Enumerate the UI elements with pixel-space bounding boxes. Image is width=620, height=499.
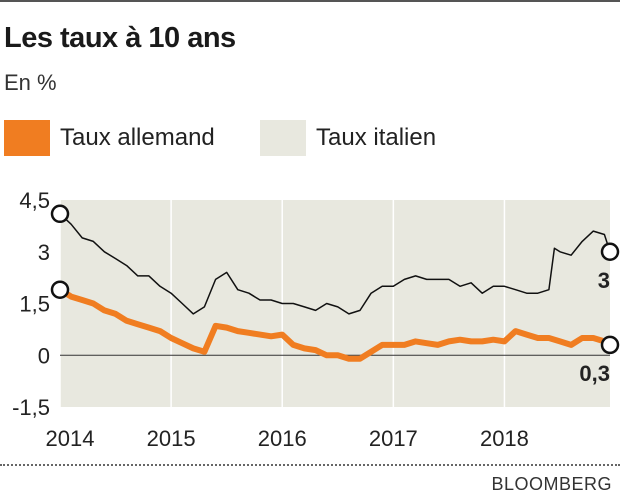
series-line-german (57, 286, 613, 362)
y-tick-label: 1,5 (19, 292, 50, 317)
legend-swatch-german (4, 120, 50, 156)
x-tick-label: 2015 (147, 426, 196, 451)
top-rule (0, 0, 620, 2)
plot-background (60, 200, 610, 407)
legend-item-italian: Taux italien (260, 118, 436, 158)
y-tick-label: 3 (38, 240, 50, 265)
end-value-label: 3 (598, 268, 610, 293)
start-marker-italian (50, 204, 70, 224)
legend-label-italian: Taux italien (316, 124, 437, 151)
y-tick-label: 4,5 (19, 188, 50, 213)
x-tick-label: 2018 (480, 426, 529, 451)
x-tick-label: 2016 (258, 426, 307, 451)
legend-item-german: Taux allemand (4, 118, 215, 158)
y-tick-label: -1,5 (12, 395, 50, 420)
end-marker-italian (600, 242, 620, 261)
source-credit: BLOOMBERG (491, 474, 612, 494)
y-tick-label: 0 (38, 343, 50, 368)
end-marker-german (600, 335, 620, 355)
bottom-rule (0, 464, 620, 466)
x-tick-label: 2017 (369, 426, 418, 451)
legend-swatch-italian (260, 120, 306, 156)
start-marker-german (50, 280, 70, 299)
series-line-italian (59, 213, 611, 315)
chart-subtitle: En % (4, 70, 57, 95)
legend-label-german: Taux allemand (60, 124, 215, 151)
end-value-label: 0,3 (579, 361, 610, 386)
chart-title: Les taux à 10 ans (4, 22, 236, 54)
x-tick-label: 2014 (46, 426, 95, 451)
